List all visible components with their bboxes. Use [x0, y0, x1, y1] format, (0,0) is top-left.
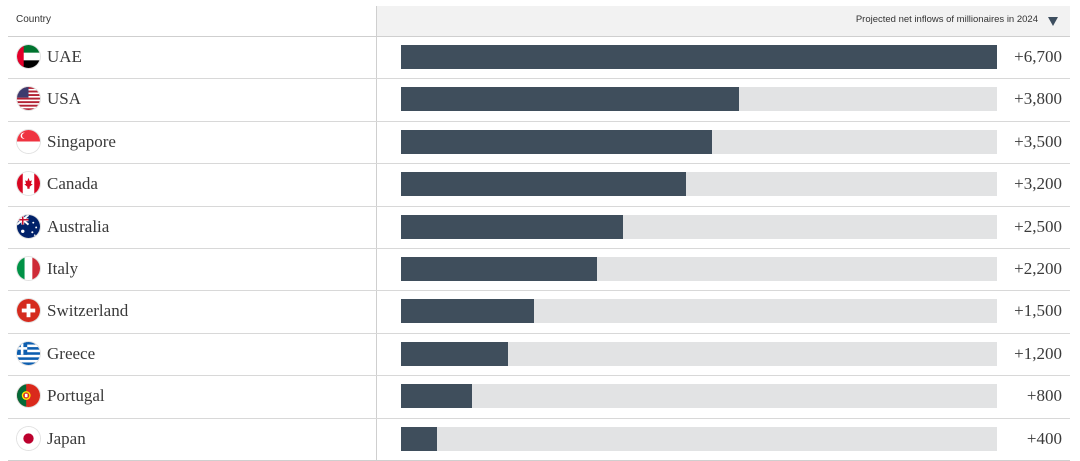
table-row[interactable]: Switzerland +1,500	[8, 291, 1070, 334]
bar-track	[401, 384, 997, 409]
country-name-uae: UAE	[47, 47, 82, 66]
bar-track	[401, 214, 997, 239]
value-label-greece: +1,200	[1014, 343, 1062, 363]
value-cell: +6,700	[376, 37, 1070, 79]
value-cell: +400	[376, 418, 1070, 460]
table-row[interactable]: UAE +6,700	[8, 37, 1070, 80]
bar-canada	[401, 172, 686, 197]
value-cell: +800	[376, 376, 1070, 418]
table-row[interactable]: USA +3,800	[8, 79, 1070, 122]
canada-flag-icon	[17, 172, 40, 196]
japan-flag-icon	[17, 426, 40, 450]
bar-usa	[401, 87, 740, 112]
metric-column-label: Projected net inflows of millionaires in…	[855, 14, 1038, 25]
portugal-flag-icon	[17, 384, 40, 408]
table-body: UAE +6,700 USA +3,800 Singapore +3,500 Canada +…	[8, 37, 1070, 461]
country-name-italy: Italy	[47, 258, 79, 278]
value-cell: +2,200	[376, 248, 1070, 291]
table-row[interactable]: Australia +2,500	[8, 206, 1070, 249]
country-name-singapore: Singapore	[47, 131, 116, 151]
usa-flag-icon	[17, 87, 40, 111]
table-row[interactable]: Singapore +3,500	[8, 121, 1070, 165]
value-label-canada: +3,200	[1014, 174, 1062, 194]
value-label-italy: +2,200	[1014, 258, 1062, 278]
value-cell: +1,200	[376, 333, 1070, 376]
triangle-down-icon[interactable]	[1048, 17, 1058, 26]
value-cell: +1,500	[376, 291, 1070, 333]
value-label-switzerland: +1,500	[1014, 301, 1062, 321]
bar-track	[401, 299, 997, 324]
switzerland-flag-icon	[17, 299, 40, 323]
value-label-singapore: +3,500	[1014, 131, 1062, 151]
bar-track	[401, 172, 997, 197]
greece-flag-icon	[17, 341, 40, 365]
value-label-portugal: +800	[1026, 386, 1062, 406]
table-row[interactable]: Canada +3,200	[8, 164, 1070, 207]
value-label-uae: +6,700	[1014, 47, 1062, 66]
table-row[interactable]: Italy +2,200	[8, 248, 1070, 292]
australia-flag-icon	[17, 214, 40, 238]
metric-column-header[interactable]: Projected net inflows of millionaires in…	[376, 6, 1070, 36]
country-name-australia: Australia	[47, 216, 110, 236]
bar-australia	[401, 214, 624, 239]
bar-track	[401, 426, 997, 451]
table-header: Country Projected net inflows of million…	[8, 6, 1070, 37]
bar-track	[401, 341, 997, 366]
country-name-portugal: Portugal	[47, 386, 105, 406]
value-label-japan: +400	[1026, 428, 1062, 448]
italy-flag-icon	[17, 256, 40, 280]
country-column-header[interactable]: Country	[16, 14, 52, 25]
table-row[interactable]: Greece +1,200	[8, 333, 1070, 377]
value-label-australia: +2,500	[1014, 216, 1062, 236]
country-name-japan: Japan	[47, 428, 86, 448]
bar-uae	[401, 45, 997, 69]
value-cell: +3,500	[376, 121, 1070, 164]
bar-italy	[401, 256, 597, 281]
value-cell: +2,500	[376, 206, 1070, 248]
country-name-canada: Canada	[47, 174, 98, 194]
bar-track	[401, 87, 997, 112]
bar-portugal	[401, 384, 473, 409]
singapore-flag-icon	[17, 129, 40, 153]
millionaire-inflows-table: Country Projected net inflows of million…	[8, 6, 1070, 461]
table-row[interactable]: Portugal +800	[8, 376, 1070, 419]
table-row[interactable]: Japan +400	[8, 418, 1070, 461]
bar-track	[401, 129, 997, 154]
bar-greece	[401, 341, 508, 366]
bar-track	[401, 256, 997, 281]
bar-japan	[401, 426, 437, 451]
country-name-usa: USA	[47, 89, 82, 109]
bar-singapore	[401, 129, 713, 154]
country-name-switzerland: Switzerland	[47, 301, 129, 321]
value-cell: +3,200	[376, 164, 1070, 206]
bar-switzerland	[401, 299, 535, 324]
value-cell: +3,800	[376, 79, 1070, 121]
uae-flag-icon	[17, 45, 40, 68]
country-name-greece: Greece	[47, 343, 96, 363]
bar-track	[401, 45, 997, 69]
value-label-usa: +3,800	[1014, 89, 1062, 109]
